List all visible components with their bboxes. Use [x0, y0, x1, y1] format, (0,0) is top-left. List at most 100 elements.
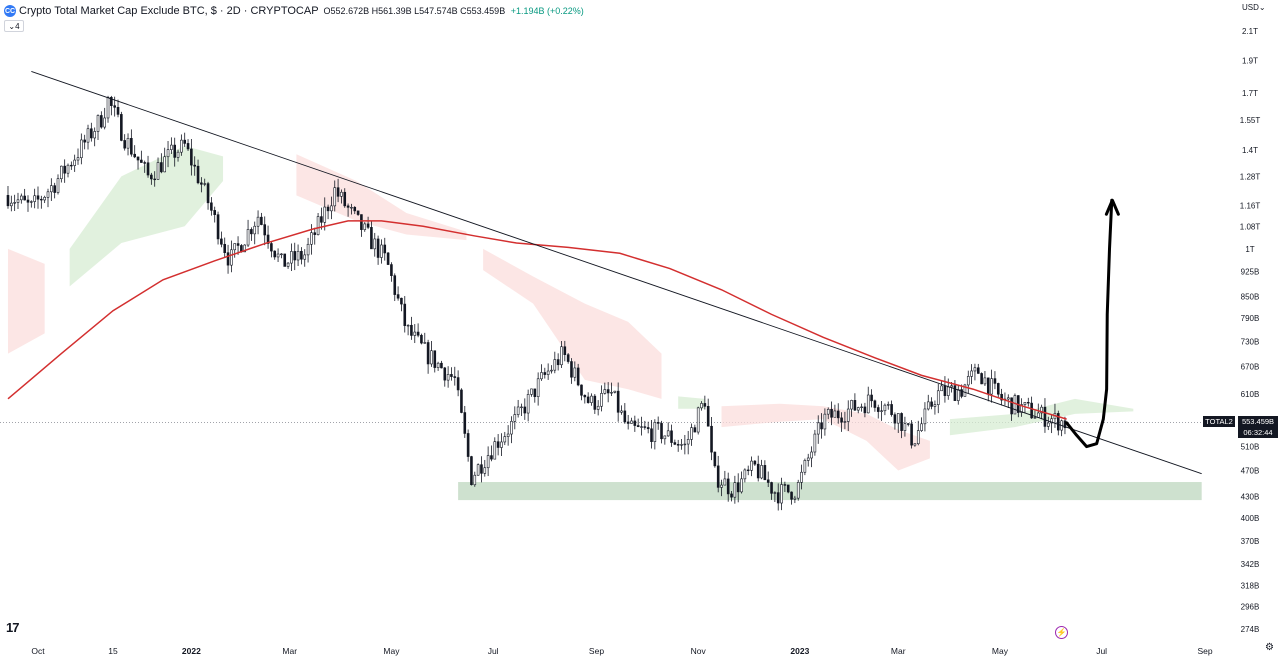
candle [953, 379, 957, 401]
candle-body [336, 187, 340, 197]
candle-body [853, 400, 857, 411]
candle [623, 403, 627, 424]
candle [543, 367, 547, 379]
y-tick-label: 430B [1241, 493, 1260, 502]
y-tick-label: 730B [1241, 337, 1260, 346]
candle [20, 193, 23, 204]
candle [496, 434, 500, 456]
candle-body [920, 423, 923, 431]
candle-body [513, 414, 517, 422]
candle [180, 134, 183, 156]
candle [6, 186, 10, 209]
candle-body [500, 441, 503, 448]
candle [570, 358, 573, 384]
candle-body [723, 478, 727, 486]
gear-icon[interactable]: ⚙ [1265, 642, 1274, 653]
candle-body [133, 153, 136, 158]
candle-body [680, 444, 683, 446]
candle-body [620, 410, 623, 413]
candle [576, 363, 580, 387]
ohlc-values: O552.672B H561.39B L547.574B C553.459B +… [324, 6, 584, 16]
tradingview-logo-icon[interactable]: 17 [6, 620, 20, 635]
candle [43, 195, 46, 204]
candle-body [766, 479, 770, 483]
candle [803, 458, 807, 476]
candle [873, 399, 877, 412]
candle-body [970, 370, 973, 377]
candle-body [740, 478, 743, 493]
candle [430, 341, 433, 367]
x-axis[interactable]: Oct 15 2022 Mar May Jul Sep Nov 2023 Mar May Jul Sep [31, 646, 1212, 656]
indicators-toggle-button[interactable]: ⌄ 4 [4, 20, 24, 32]
lightning-icon[interactable]: ⚡ [1055, 626, 1068, 639]
candle-body [733, 482, 737, 498]
candle-body [423, 342, 427, 344]
candle-body [303, 254, 307, 260]
candle-body [170, 144, 173, 150]
candle [516, 399, 520, 418]
candle-body [726, 478, 730, 495]
candle [166, 140, 170, 168]
candle [250, 227, 253, 241]
candle-body [43, 196, 46, 201]
currency-selector[interactable]: USD⌄ [1242, 3, 1266, 12]
candle [186, 139, 190, 152]
symbol-logo-icon[interactable]: CC [4, 5, 16, 17]
candle [513, 406, 517, 430]
candle-body [846, 408, 850, 422]
candle-body [466, 433, 470, 457]
cloud-bull [678, 396, 705, 409]
candle-body [573, 367, 577, 378]
candle-body [23, 195, 26, 201]
candle [880, 400, 883, 421]
candle [400, 297, 403, 312]
candle [36, 186, 40, 209]
candle-body [893, 414, 897, 424]
y-tick-label: 510B [1241, 443, 1260, 452]
candle-body [913, 443, 917, 446]
candle-body [120, 114, 123, 141]
candle-body [976, 367, 980, 374]
candle-body [1026, 402, 1030, 404]
candle-body [956, 389, 960, 401]
candle [703, 395, 707, 410]
candle [236, 236, 240, 255]
candle-body [160, 162, 163, 173]
candle-body [290, 251, 293, 264]
candle-body [156, 162, 160, 180]
candle-body [136, 156, 140, 161]
candle [940, 380, 943, 392]
candle [1023, 401, 1027, 414]
candle-body [716, 465, 720, 488]
candle [326, 204, 330, 220]
candle [53, 182, 56, 199]
y-axis[interactable]: 2.1T 1.9T 1.7T 1.55T 1.4T 1.28T 1.16T 1.08T 1T 92… [1240, 27, 1261, 634]
candle [1050, 414, 1053, 434]
candle-body [90, 128, 93, 139]
candle [640, 416, 643, 436]
candle-body [366, 223, 370, 228]
candle [63, 159, 66, 183]
candle-body [916, 430, 920, 445]
candle [583, 394, 587, 404]
candle [810, 446, 813, 468]
candle-body [506, 433, 510, 437]
candle [316, 212, 320, 236]
candle-body [106, 97, 110, 119]
candle-body [20, 195, 23, 201]
candle [566, 353, 570, 364]
candle [580, 384, 583, 401]
candle [1046, 416, 1050, 431]
y-tick-label: 296B [1241, 602, 1260, 611]
symbol-title[interactable]: Crypto Total Market Cap Exclude BTC, $ ·… [19, 5, 319, 17]
candle-body [973, 367, 977, 372]
symbol-price-tag: TOTAL2 [1203, 416, 1235, 427]
ichimoku-cloud [7, 145, 1134, 471]
candle-body [870, 394, 873, 402]
candle-body [576, 367, 580, 386]
candle [510, 416, 513, 444]
candle-body [393, 275, 397, 295]
candle-body [266, 234, 270, 244]
candle [423, 332, 427, 344]
